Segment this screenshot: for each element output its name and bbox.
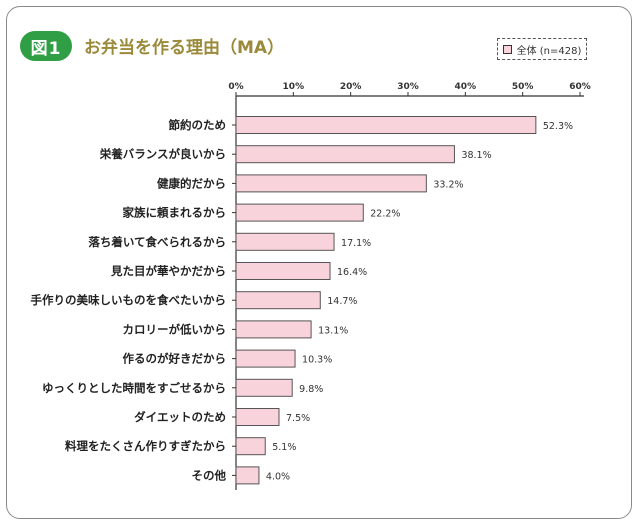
value-label: 7.5%: [286, 413, 310, 424]
value-label: 4.0%: [266, 471, 290, 482]
value-label: 5.1%: [272, 442, 296, 453]
value-label: 16.4%: [337, 267, 367, 278]
chart-legend: 全体 (n=428): [497, 38, 587, 60]
category-label: 家族に頼まれるから: [123, 206, 227, 220]
value-label: 33.2%: [433, 179, 463, 190]
category-label: その他: [192, 468, 227, 482]
category-label: ダイエットのため: [134, 410, 226, 424]
legend-label: 全体 (n=428): [516, 45, 582, 57]
x-tick-label: 30%: [397, 82, 419, 92]
category-label: 手作りの美味しいものを食べたいから: [31, 293, 227, 307]
bar: [235, 437, 266, 456]
bar: [235, 262, 331, 280]
value-label: 14.7%: [327, 296, 357, 307]
value-label: 52.3%: [543, 121, 573, 132]
category-label: 見た目が華やかだから: [110, 264, 226, 278]
category-label: ゆっくりとした時間をすごせるから: [42, 381, 226, 395]
bar: [235, 174, 427, 193]
category-label: 落ち着いて食べられるから: [88, 235, 226, 249]
bar: [235, 408, 280, 426]
value-label: 13.1%: [318, 325, 348, 336]
category-label: 栄養バランスが良いから: [99, 147, 226, 161]
bar: [235, 116, 537, 134]
category-label: 健康的だから: [157, 176, 226, 190]
x-tick-label: 60%: [569, 82, 591, 92]
x-tick-label: 0%: [228, 82, 243, 92]
bar: [235, 145, 455, 164]
figure-number-badge: 図1: [20, 31, 72, 61]
value-label: 10.3%: [302, 355, 332, 366]
legend-swatch: [502, 44, 512, 54]
value-label: 9.8%: [299, 384, 323, 395]
bar: [235, 320, 312, 339]
value-label: 22.2%: [370, 209, 400, 220]
x-tick-label: 40%: [455, 82, 477, 92]
bar: [235, 378, 293, 397]
x-tick-label: 20%: [340, 82, 362, 92]
category-label: カロリーが低いから: [123, 322, 227, 336]
value-label: 38.1%: [461, 150, 491, 161]
category-label: 節約のため: [168, 118, 227, 132]
bar: [235, 291, 321, 310]
value-label: 17.1%: [341, 238, 371, 249]
category-label: 料理をたくさん作りすぎたから: [65, 439, 226, 453]
x-tick-label: 10%: [283, 82, 305, 92]
x-tick-label: 50%: [512, 82, 534, 92]
chart-title: お弁当を作る理由（MA）: [84, 38, 285, 58]
bar: [235, 203, 364, 222]
bar: [235, 232, 335, 251]
category-label: 作るのが好きだから: [123, 352, 227, 366]
bar: [235, 466, 260, 485]
bar: [235, 349, 296, 368]
